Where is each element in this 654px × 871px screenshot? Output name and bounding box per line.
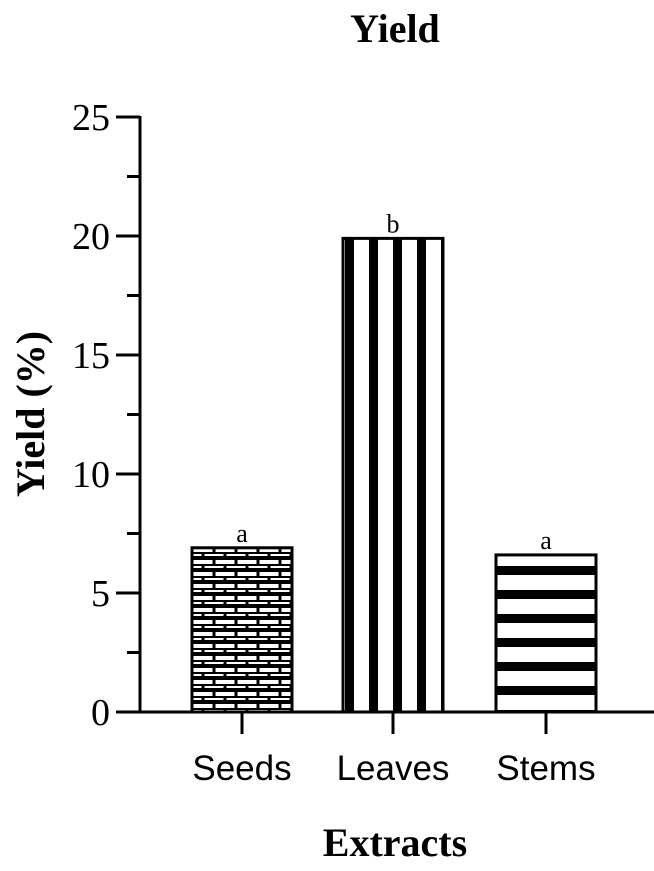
- x-tick-label: Leaves: [337, 749, 450, 788]
- x-tick-label: Stems: [496, 749, 595, 788]
- y-axis-ticks: 0 5 10 15 20 25: [72, 97, 140, 734]
- y-tick-label: 20: [72, 216, 110, 258]
- y-tick-label: 10: [72, 454, 110, 496]
- bar-annotation: a: [540, 526, 552, 555]
- x-tick-label: Seeds: [192, 749, 291, 788]
- bar-leaves: [341, 236, 445, 714]
- y-tick-label: 5: [91, 573, 110, 615]
- bar-seeds: [190, 546, 294, 714]
- bar-stems: [494, 553, 598, 714]
- x-axis-ticks: Seeds Leaves Stems: [192, 712, 596, 788]
- y-tick-label: 25: [72, 97, 110, 139]
- y-tick-label: 0: [91, 692, 110, 734]
- chart-title: Yield: [350, 6, 440, 51]
- x-axis-title: Extracts: [323, 820, 467, 865]
- bars: a b a: [190, 209, 598, 714]
- y-tick-label: 15: [72, 335, 110, 377]
- bar-annotation: b: [387, 209, 400, 238]
- bar-annotation: a: [236, 519, 248, 548]
- y-axis-title: Yield (%): [8, 331, 53, 497]
